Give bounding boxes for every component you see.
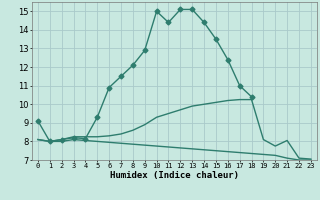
X-axis label: Humidex (Indice chaleur): Humidex (Indice chaleur) <box>110 171 239 180</box>
